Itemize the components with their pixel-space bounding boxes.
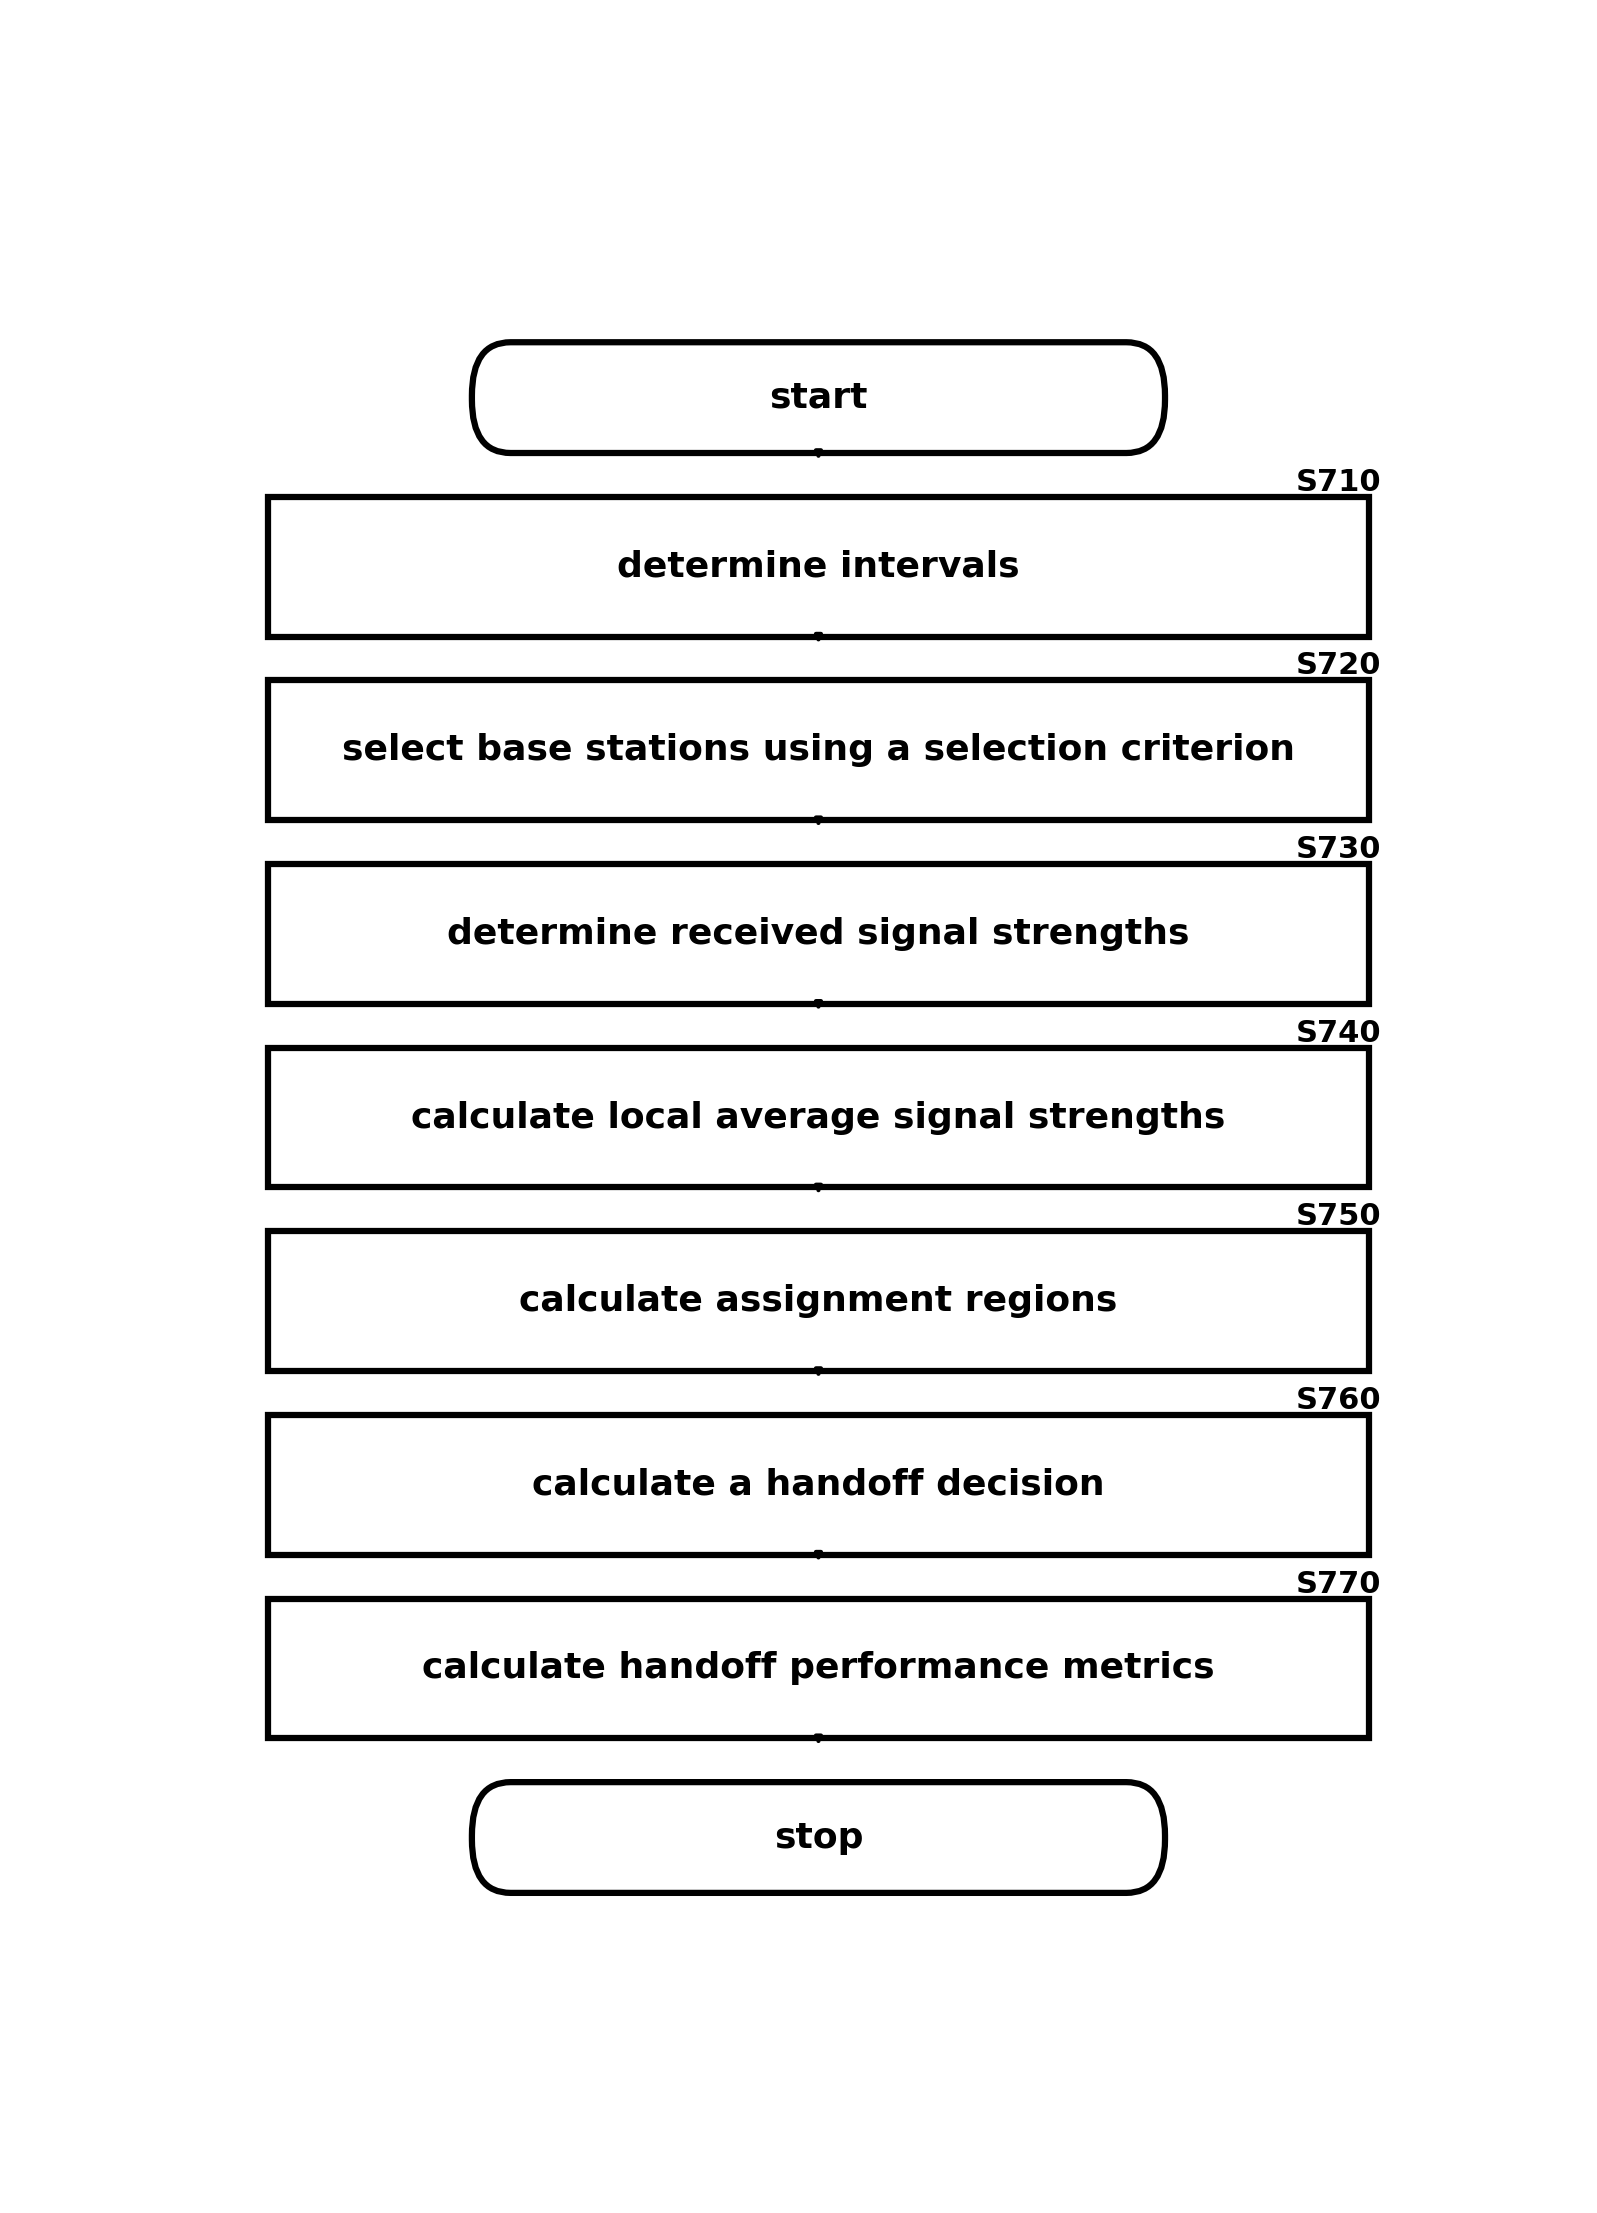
Text: S760: S760	[1297, 1385, 1381, 1414]
Text: calculate a handoff decision: calculate a handoff decision	[532, 1467, 1105, 1503]
Text: S710: S710	[1297, 467, 1381, 498]
Text: S740: S740	[1297, 1018, 1381, 1047]
Text: stop: stop	[773, 1821, 864, 1854]
Text: calculate assignment regions: calculate assignment regions	[519, 1284, 1118, 1319]
Bar	[268, 1047, 1369, 1188]
Bar	[268, 679, 1369, 821]
Text: S750: S750	[1297, 1202, 1381, 1230]
Bar	[268, 498, 1369, 637]
FancyBboxPatch shape	[473, 343, 1166, 454]
Text: start: start	[770, 381, 867, 414]
Text: S730: S730	[1297, 834, 1381, 863]
Text: S720: S720	[1297, 651, 1381, 679]
Text: calculate handoff performance metrics: calculate handoff performance metrics	[422, 1651, 1215, 1686]
Text: determine intervals: determine intervals	[616, 549, 1020, 584]
Text: calculate local average signal strengths: calculate local average signal strengths	[412, 1100, 1225, 1135]
Bar	[268, 1598, 1369, 1737]
Text: S770: S770	[1297, 1569, 1381, 1598]
Bar	[268, 1230, 1369, 1372]
Text: determine received signal strengths: determine received signal strengths	[447, 916, 1190, 952]
FancyBboxPatch shape	[473, 1781, 1166, 1892]
Bar	[268, 863, 1369, 1005]
Bar	[268, 1414, 1369, 1556]
Text: select base stations using a selection criterion: select base stations using a selection c…	[342, 733, 1295, 768]
